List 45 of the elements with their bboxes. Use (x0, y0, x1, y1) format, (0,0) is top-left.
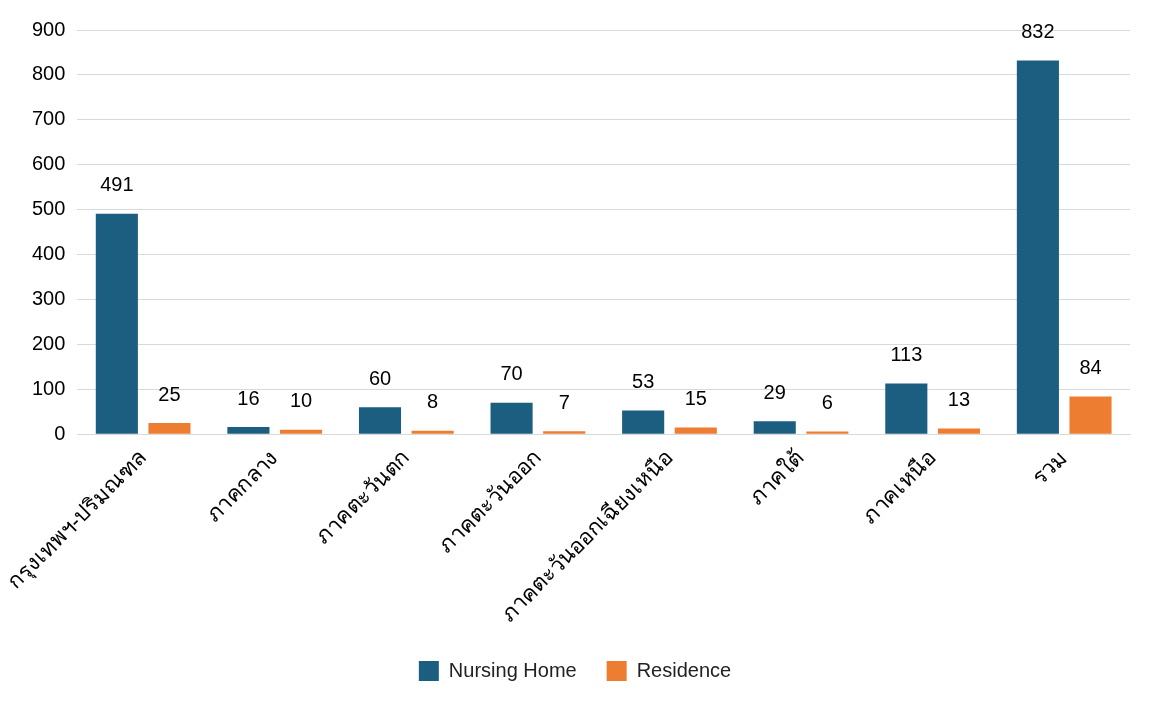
bar (148, 423, 191, 434)
y-tick-label: 700 (31, 107, 66, 130)
y-tick-label: 200 (31, 331, 66, 354)
bar (490, 402, 533, 434)
data-label: 60 (368, 366, 392, 389)
bar (674, 427, 717, 434)
data-label: 13 (947, 387, 971, 410)
data-label: 84 (1079, 356, 1102, 379)
data-label: 491 (100, 173, 134, 196)
bar (95, 213, 138, 434)
y-tick-label: 500 (31, 197, 66, 220)
bar (358, 407, 402, 434)
y-tick-label: 0 (54, 421, 66, 444)
legend-label: Residence (636, 658, 732, 681)
data-label: 25 (158, 382, 181, 405)
bar (280, 429, 323, 434)
legend-label: Nursing Home (448, 658, 577, 681)
data-label: 113 (890, 343, 923, 366)
bar (1069, 396, 1112, 434)
y-tick-label: 600 (31, 152, 66, 175)
x-tick-label: รวม (1026, 444, 1073, 491)
bar (1016, 60, 1059, 434)
bar (885, 383, 928, 434)
bar (937, 428, 980, 434)
data-label: 29 (763, 380, 786, 403)
bar (806, 431, 849, 434)
data-label: 16 (237, 386, 260, 409)
bar (753, 421, 796, 434)
y-tick-label: 900 (31, 17, 66, 40)
data-label: 6 (821, 391, 833, 414)
data-label: 10 (289, 389, 313, 412)
bar (227, 427, 270, 434)
data-label: 8 (427, 390, 439, 413)
data-label: 15 (684, 387, 707, 410)
bar (543, 431, 586, 434)
y-tick-label: 400 (31, 242, 66, 265)
data-label: 53 (632, 369, 655, 392)
bar (411, 430, 454, 434)
y-tick-label: 100 (31, 376, 66, 399)
bar (622, 410, 665, 434)
data-label: 832 (1021, 20, 1055, 43)
y-tick-label: 300 (31, 287, 66, 310)
data-label: 7 (558, 390, 570, 413)
y-tick-label: 800 (31, 62, 66, 85)
data-label: 70 (500, 362, 523, 385)
